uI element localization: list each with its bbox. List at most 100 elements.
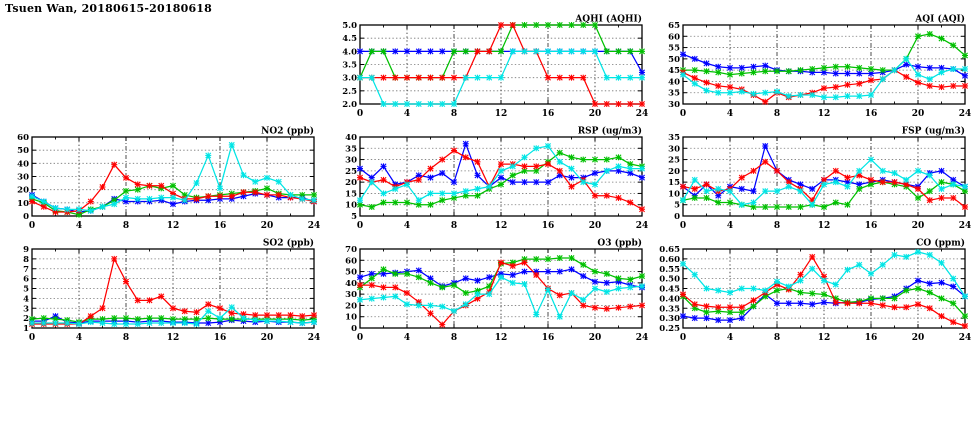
x-tick-label: 12 [167, 333, 180, 343]
series-day2 [357, 149, 645, 210]
y-tick-label: 2.5 [342, 87, 357, 97]
x-tick-label: 16 [542, 109, 555, 119]
x-tick-label: 16 [542, 333, 555, 343]
y-tick-label: 6 [23, 275, 29, 285]
series-day2 [680, 31, 968, 78]
y-tick-label: 10 [345, 201, 357, 211]
panel-o3: 0 10 20 30 40 50 60 70 0 4 8 12 16 20 24 O3 (ppb) [330, 236, 648, 344]
y-tick-label: 0 [23, 212, 29, 222]
panel-title: O3 (ppb) [597, 238, 642, 249]
x-tick-label: 24 [636, 333, 648, 343]
y-tick-label: 60 [345, 256, 357, 266]
x-tick-label: 24 [636, 221, 648, 231]
x-tick-label: 0 [357, 109, 363, 119]
x-tick-label: 12 [495, 221, 508, 231]
series-day1 [357, 266, 645, 291]
y-tick-label: 0 [674, 212, 680, 222]
y-tick-label: 40 [668, 77, 680, 87]
x-tick-label: 12 [818, 109, 831, 119]
series-day4 [680, 248, 968, 300]
y-tick-label: 20 [345, 178, 357, 188]
x-tick-label: 0 [680, 221, 686, 231]
x-tick-label: 4 [404, 221, 410, 231]
y-tick-label: 40 [17, 159, 29, 169]
y-tick-label: 30 [345, 156, 357, 166]
x-tick-label: 20 [261, 221, 274, 231]
y-tick-label: 30 [17, 173, 29, 183]
y-tick-label: 4.5 [342, 34, 357, 44]
y-tick-label: 10 [668, 189, 680, 199]
y-tick-label: 60 [17, 133, 29, 143]
x-tick-label: 8 [451, 333, 457, 343]
x-tick-label: 12 [495, 333, 508, 343]
x-tick-label: 0 [29, 221, 35, 231]
x-tick-label: 20 [589, 333, 602, 343]
panel-rsp: 5 10 15 20 25 30 35 40 0 4 8 12 16 20 24 RSP (ug/m3) [330, 124, 648, 232]
x-tick-label: 12 [818, 333, 831, 343]
panel-so2: 1 2 3 4 5 6 7 8 9 0 4 8 12 16 20 24 SO2 (ppb) [2, 236, 320, 344]
x-tick-label: 8 [451, 221, 457, 231]
x-tick-label: 16 [865, 109, 878, 119]
panel-title: AQI (AQI) [914, 14, 965, 25]
y-tick-label: 0.50 [659, 275, 680, 285]
x-tick-label: 16 [214, 333, 227, 343]
x-tick-label: 8 [123, 333, 129, 343]
y-tick-label: 0.60 [659, 255, 680, 265]
panel-title: NO2 (ppb) [261, 126, 314, 137]
y-tick-label: 15 [668, 178, 680, 188]
x-tick-label: 8 [774, 109, 780, 119]
y-tick-label: 5.0 [342, 21, 357, 31]
x-tick-label: 20 [589, 109, 602, 119]
x-tick-label: 4 [727, 333, 733, 343]
x-tick-label: 16 [542, 221, 555, 231]
y-tick-label: 0.55 [659, 265, 680, 275]
y-tick-label: 3.5 [342, 61, 357, 71]
y-tick-label: 20 [668, 167, 680, 177]
series-day4 [29, 304, 317, 328]
y-tick-label: 20 [17, 186, 29, 196]
panel-aqi: 30 35 40 45 50 55 60 65 0 4 8 12 16 20 24 AQI (AQI) [653, 12, 971, 120]
y-tick-label: 8 [23, 255, 29, 265]
panel-title: AQHI (AQHI) [574, 14, 642, 25]
y-tick-label: 50 [668, 55, 680, 65]
x-tick-label: 20 [912, 333, 925, 343]
x-tick-label: 12 [818, 221, 831, 231]
x-tick-label: 24 [959, 333, 971, 343]
x-tick-label: 24 [959, 221, 971, 231]
y-tick-label: 3.0 [342, 74, 357, 84]
x-tick-label: 24 [636, 109, 648, 119]
y-tick-label: 65 [668, 21, 680, 31]
series-day4 [357, 143, 645, 204]
x-tick-label: 4 [404, 333, 410, 343]
x-tick-label: 20 [912, 221, 925, 231]
x-tick-label: 0 [680, 109, 686, 119]
series-day4 [357, 48, 645, 107]
y-tick-label: 0.30 [659, 314, 680, 324]
y-tick-label: 25 [345, 167, 357, 177]
y-tick-label: 30 [668, 100, 680, 110]
x-tick-label: 4 [76, 221, 82, 231]
y-tick-label: 15 [345, 189, 357, 199]
x-tick-label: 24 [959, 109, 971, 119]
y-tick-label: 2.0 [342, 100, 357, 110]
series-day3 [680, 253, 968, 330]
x-tick-label: 4 [727, 221, 733, 231]
x-tick-label: 8 [451, 109, 457, 119]
y-tick-label: 0.45 [659, 285, 680, 295]
y-tick-label: 45 [668, 66, 680, 76]
y-tick-label: 20 [345, 301, 357, 311]
x-tick-label: 4 [404, 109, 410, 119]
y-tick-label: 35 [668, 89, 680, 99]
x-tick-label: 16 [865, 333, 878, 343]
y-tick-label: 4.0 [342, 47, 357, 57]
y-tick-label: 10 [345, 313, 357, 323]
series-day4 [680, 156, 968, 208]
x-tick-label: 0 [29, 333, 35, 343]
panel-title: SO2 (ppb) [263, 238, 314, 249]
y-tick-label: 0.65 [659, 245, 680, 255]
y-tick-label: 0.40 [659, 294, 680, 304]
x-tick-label: 20 [261, 333, 274, 343]
panel-title: FSP (ug/m3) [902, 126, 965, 137]
panel-co: 0.25 0.30 0.35 0.40 0.45 0.50 0.55 0.60 0.65 0 4 8 1… [653, 236, 971, 344]
